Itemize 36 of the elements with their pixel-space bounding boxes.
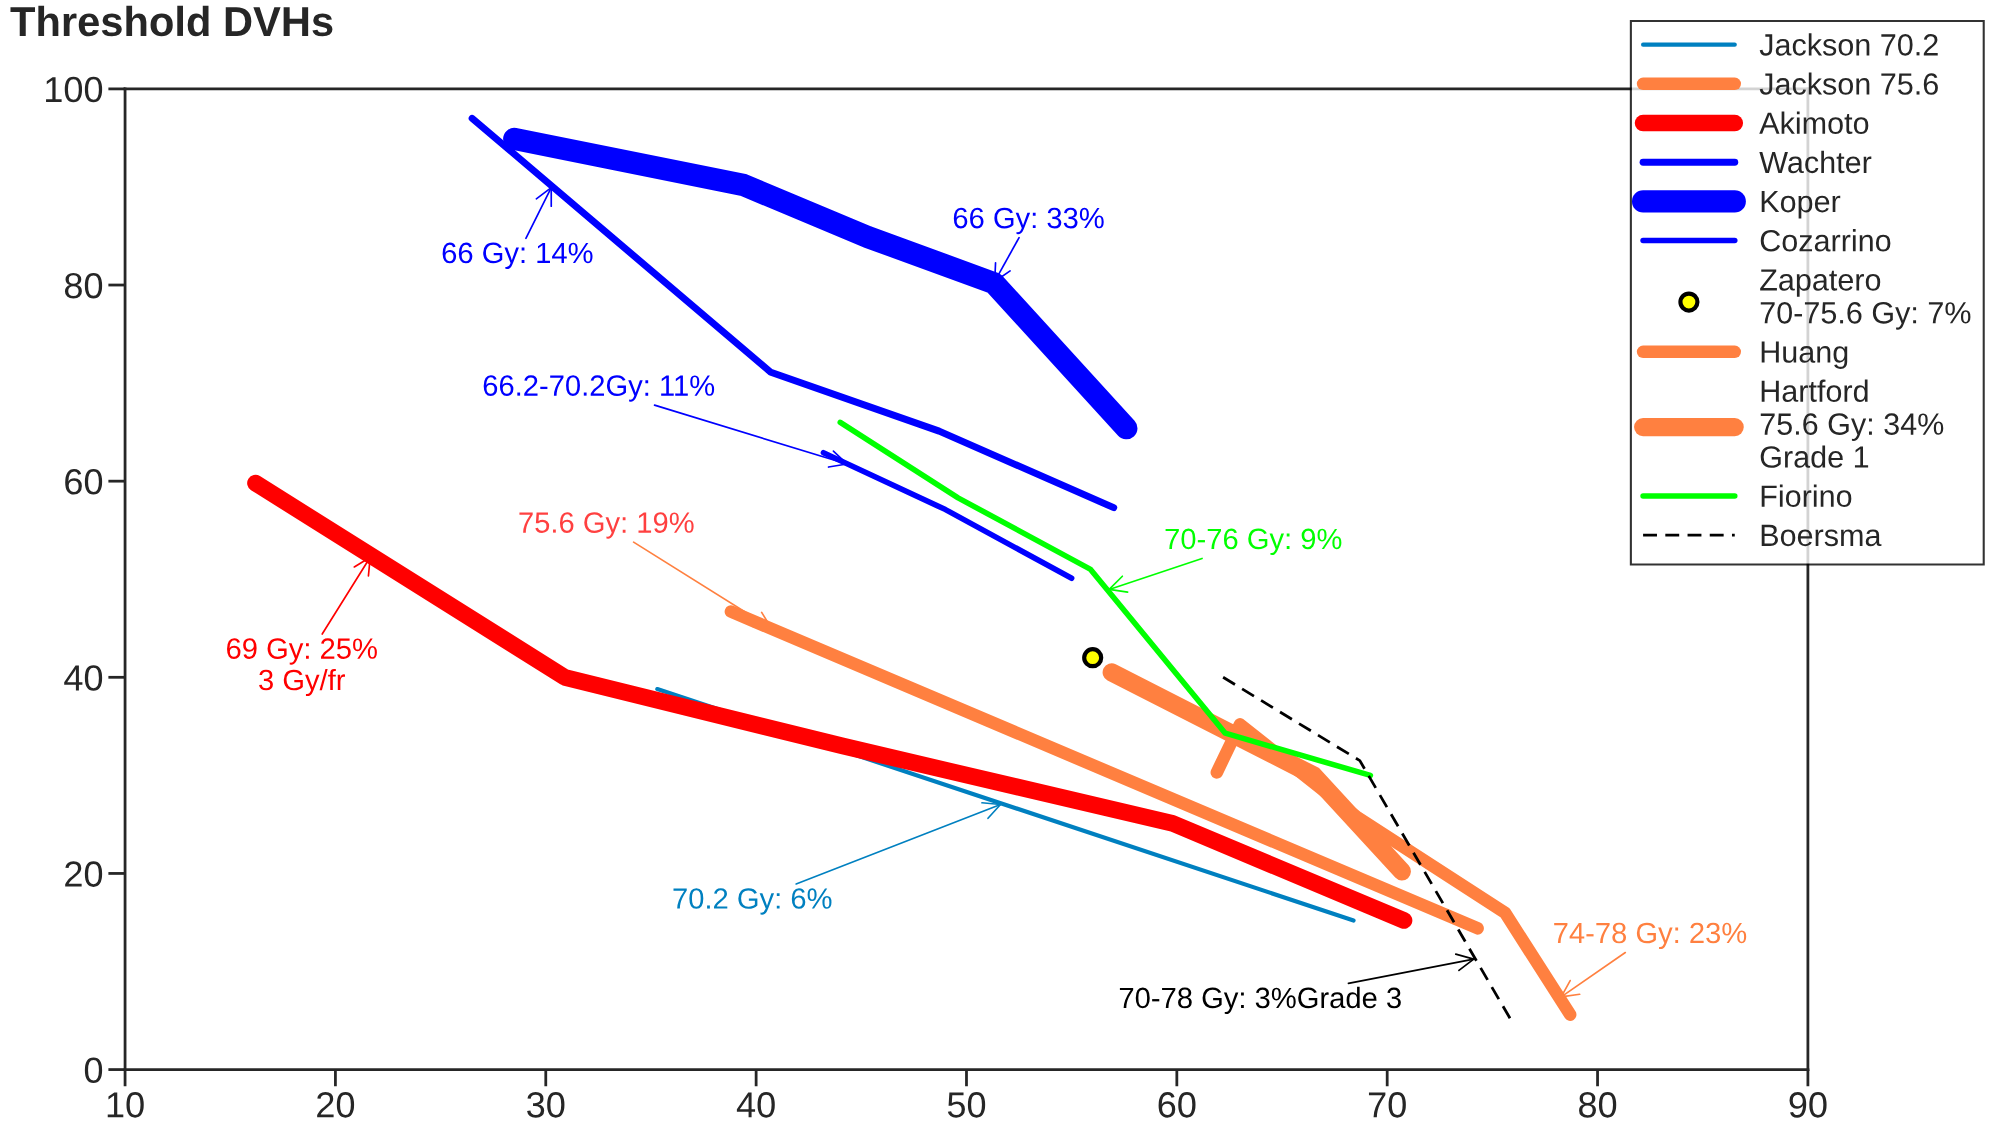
x-tick-label: 50 bbox=[947, 1092, 986, 1118]
legend-label: Hartford 75.6 Gy: 34% Grade 1 bbox=[1760, 379, 1944, 468]
chart-title: Threshold DVHs bbox=[10, 5, 333, 37]
x-tick-label: 90 bbox=[1789, 1092, 1827, 1118]
y-tick-label: 100 bbox=[46, 76, 103, 103]
annotation: 75.6 Gy: 19% bbox=[519, 512, 694, 539]
annotation: 66 Gy: 14% bbox=[442, 242, 593, 270]
y-tick-label: 40 bbox=[64, 665, 103, 691]
y-tick-label: 20 bbox=[65, 861, 103, 887]
legend-label: Boersma bbox=[1761, 524, 1882, 547]
y-tick-label: 60 bbox=[65, 469, 103, 495]
x-tick-label: 70 bbox=[1368, 1092, 1406, 1118]
annotation: 70.2 Gy: 6% bbox=[673, 888, 832, 915]
annotation: 74-78 Gy: 23% bbox=[1554, 922, 1747, 950]
legend-label: Jackson 70.2 bbox=[1759, 33, 1938, 56]
legend-label: Jackson 75.6 bbox=[1759, 72, 1938, 95]
x-tick-label: 30 bbox=[527, 1092, 565, 1118]
annotation: 69 Gy: 25% 3 Gy/fr bbox=[227, 638, 377, 697]
y-tick-label: 0 bbox=[84, 1057, 103, 1084]
y-tick-label: 80 bbox=[64, 272, 103, 299]
x-tick-label: 80 bbox=[1579, 1092, 1617, 1118]
x-tick-label: 20 bbox=[317, 1092, 355, 1118]
legend-label: Akimoto bbox=[1759, 111, 1869, 135]
annotation: 66 Gy: 33% bbox=[953, 207, 1104, 235]
x-tick-label: 10 bbox=[107, 1092, 144, 1118]
annotation: 70-76 Gy: 9% bbox=[1165, 528, 1342, 556]
legend-label: Wachter bbox=[1759, 150, 1872, 174]
legend-label: Fiorino bbox=[1761, 484, 1852, 508]
legend-label: Koper bbox=[1761, 191, 1841, 219]
x-tick-label: 60 bbox=[1158, 1092, 1196, 1118]
legend-label: Cozarrino bbox=[1760, 229, 1891, 252]
legend-label: Huang bbox=[1761, 341, 1848, 369]
x-tick-label: 40 bbox=[736, 1092, 775, 1118]
annotation: 66.2-70.2Gy: 11% bbox=[483, 375, 715, 402]
legend-label: Zapatero 70-75.6 Gy: 7% bbox=[1760, 269, 1971, 330]
annotation: 70-78 Gy: 3%Grade 3 bbox=[1119, 986, 1401, 1015]
